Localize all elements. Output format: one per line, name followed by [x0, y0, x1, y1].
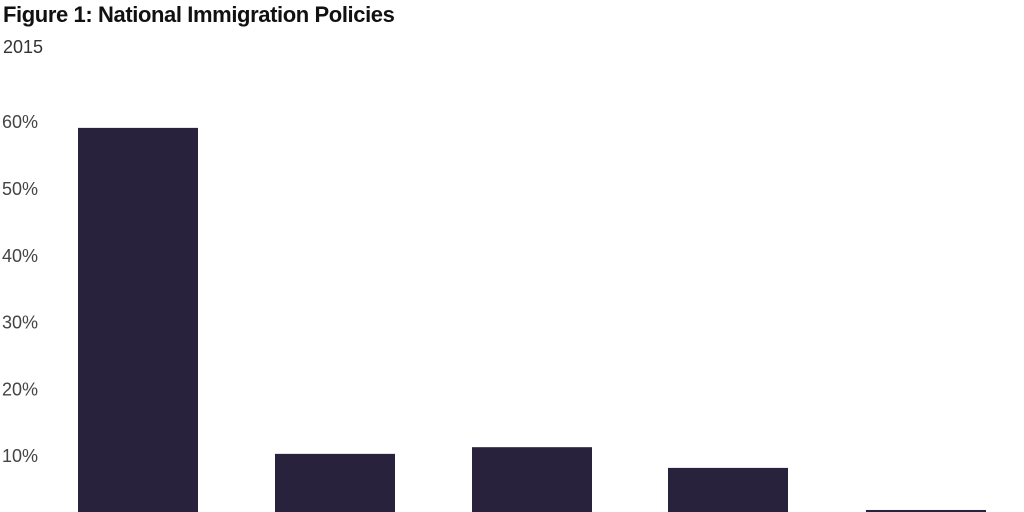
y-tick-label: 10%	[2, 446, 38, 466]
bar-4	[668, 467, 788, 512]
bar-3	[472, 447, 592, 512]
bars	[78, 127, 986, 512]
bar-2	[275, 453, 395, 512]
y-tick-label: 50%	[2, 179, 38, 199]
bar-1	[78, 127, 198, 512]
y-tick-label: 60%	[2, 112, 38, 132]
y-tick-label: 40%	[2, 246, 38, 266]
bar-5	[866, 509, 986, 512]
chart-title: Figure 1: National Immigration Policies	[3, 2, 395, 27]
y-axis: 10% 20% 30% 40% 50% 60%	[2, 112, 38, 466]
chart-subtitle: 2015	[3, 37, 44, 57]
y-tick-label: 30%	[2, 313, 38, 333]
y-tick-label: 20%	[2, 379, 38, 399]
